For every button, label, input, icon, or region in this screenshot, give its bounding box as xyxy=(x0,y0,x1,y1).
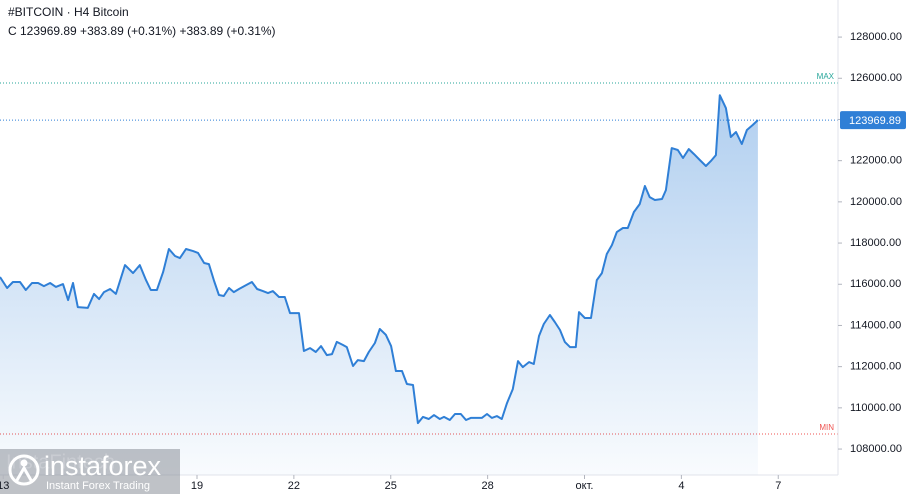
logo-icon xyxy=(8,454,40,486)
watermark-tagline: Instant Forex Trading xyxy=(46,480,150,492)
y-tick-label: 110000.00 xyxy=(850,402,901,414)
level-label: MIN xyxy=(819,423,834,432)
chart-title: #BITCOIN · H4 Bitcoin xyxy=(8,5,129,19)
y-tick-label: 116000.00 xyxy=(850,278,901,290)
x-tick-label: 13 xyxy=(0,480,9,492)
area-fill xyxy=(0,95,758,475)
chart-subtitle: C 123969.89 +383.89 (+0.31%) +383.89 (+0… xyxy=(8,24,276,38)
watermark-faded: InstaFintech xyxy=(6,451,115,473)
y-tick-label: 128000.00 xyxy=(850,31,902,43)
x-tick-label: 7 xyxy=(775,480,781,492)
y-tick-label: 112000.00 xyxy=(850,361,901,373)
x-tick-label: 28 xyxy=(481,480,493,492)
y-tick-label: 120000.00 xyxy=(850,196,902,208)
x-tick-label: 25 xyxy=(385,480,397,492)
level-label: MAX xyxy=(817,72,835,81)
watermark-brand: instaforex xyxy=(44,451,162,481)
x-tick-label: 19 xyxy=(191,480,203,492)
y-tick-label: 114000.00 xyxy=(850,319,901,331)
y-tick-label: 126000.00 xyxy=(850,72,902,84)
watermark: InstaFintech instaforex Instant Forex Tr… xyxy=(0,449,180,494)
x-tick-label: 22 xyxy=(288,480,300,492)
logo-icon xyxy=(20,459,28,467)
y-tick-label: 122000.00 xyxy=(850,155,902,167)
logo-icon xyxy=(14,464,34,483)
x-tick-label: окт. xyxy=(576,480,594,492)
y-tick-label: 118000.00 xyxy=(850,237,901,249)
y-tick-label: 108000.00 xyxy=(850,443,902,455)
x-tick-label: 4 xyxy=(678,480,684,492)
last-price-badge xyxy=(840,111,906,130)
last-price-label: 123969.89 xyxy=(849,115,901,127)
price-line xyxy=(0,94,759,425)
